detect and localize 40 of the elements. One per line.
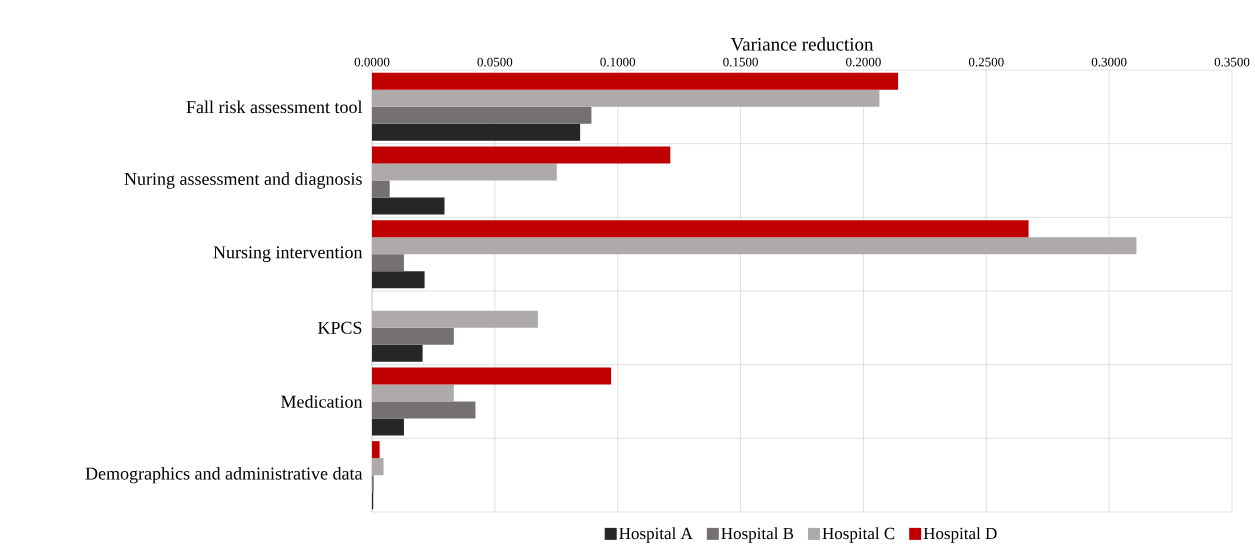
bar	[372, 197, 445, 215]
bar	[372, 72, 899, 90]
bar	[372, 89, 880, 107]
y-tick-label: Nuring assessment and diagnosis	[124, 172, 362, 189]
y-tick-label: Nursing intervention	[213, 246, 363, 263]
y-tick-label: KPCS	[317, 321, 362, 334]
x-tick-label: 0.1500	[723, 57, 758, 67]
bar	[372, 180, 390, 198]
bar	[372, 163, 557, 181]
x-tick-label: 0.0000	[354, 57, 390, 67]
bar	[372, 384, 454, 402]
bar	[372, 237, 1137, 255]
legend-label: Hospital B	[721, 527, 794, 543]
x-tick-label: 0.3500	[1214, 57, 1250, 67]
bar	[372, 271, 425, 289]
bar	[372, 458, 384, 476]
bar	[372, 441, 380, 459]
bar	[372, 254, 404, 272]
legend-label: Hospital D	[923, 527, 997, 543]
legend-label: Hospital A	[619, 527, 693, 543]
bar	[372, 344, 423, 362]
x-tick-label: 0.1000	[600, 57, 636, 67]
bar	[372, 310, 538, 328]
bar	[372, 220, 1029, 238]
bar	[372, 367, 612, 385]
x-axis-title: Variance reduction	[730, 37, 874, 51]
bar	[372, 418, 404, 436]
bar	[372, 123, 581, 141]
y-tick-label: Medication	[281, 395, 363, 408]
bar	[372, 401, 476, 419]
legend-label: Hospital C	[822, 527, 895, 543]
x-tick-label: 0.2500	[968, 57, 1004, 67]
y-tick-label: Fall risk assessment tool	[186, 100, 363, 114]
x-tick-label: 0.0500	[477, 57, 513, 67]
bar	[372, 146, 671, 164]
bar	[372, 327, 454, 345]
x-tick-label: 0.2000	[846, 57, 881, 67]
bar	[372, 106, 592, 124]
y-tick-label: Demographics and administrative data	[85, 466, 363, 484]
x-tick-label: 0.3000	[1091, 57, 1127, 67]
